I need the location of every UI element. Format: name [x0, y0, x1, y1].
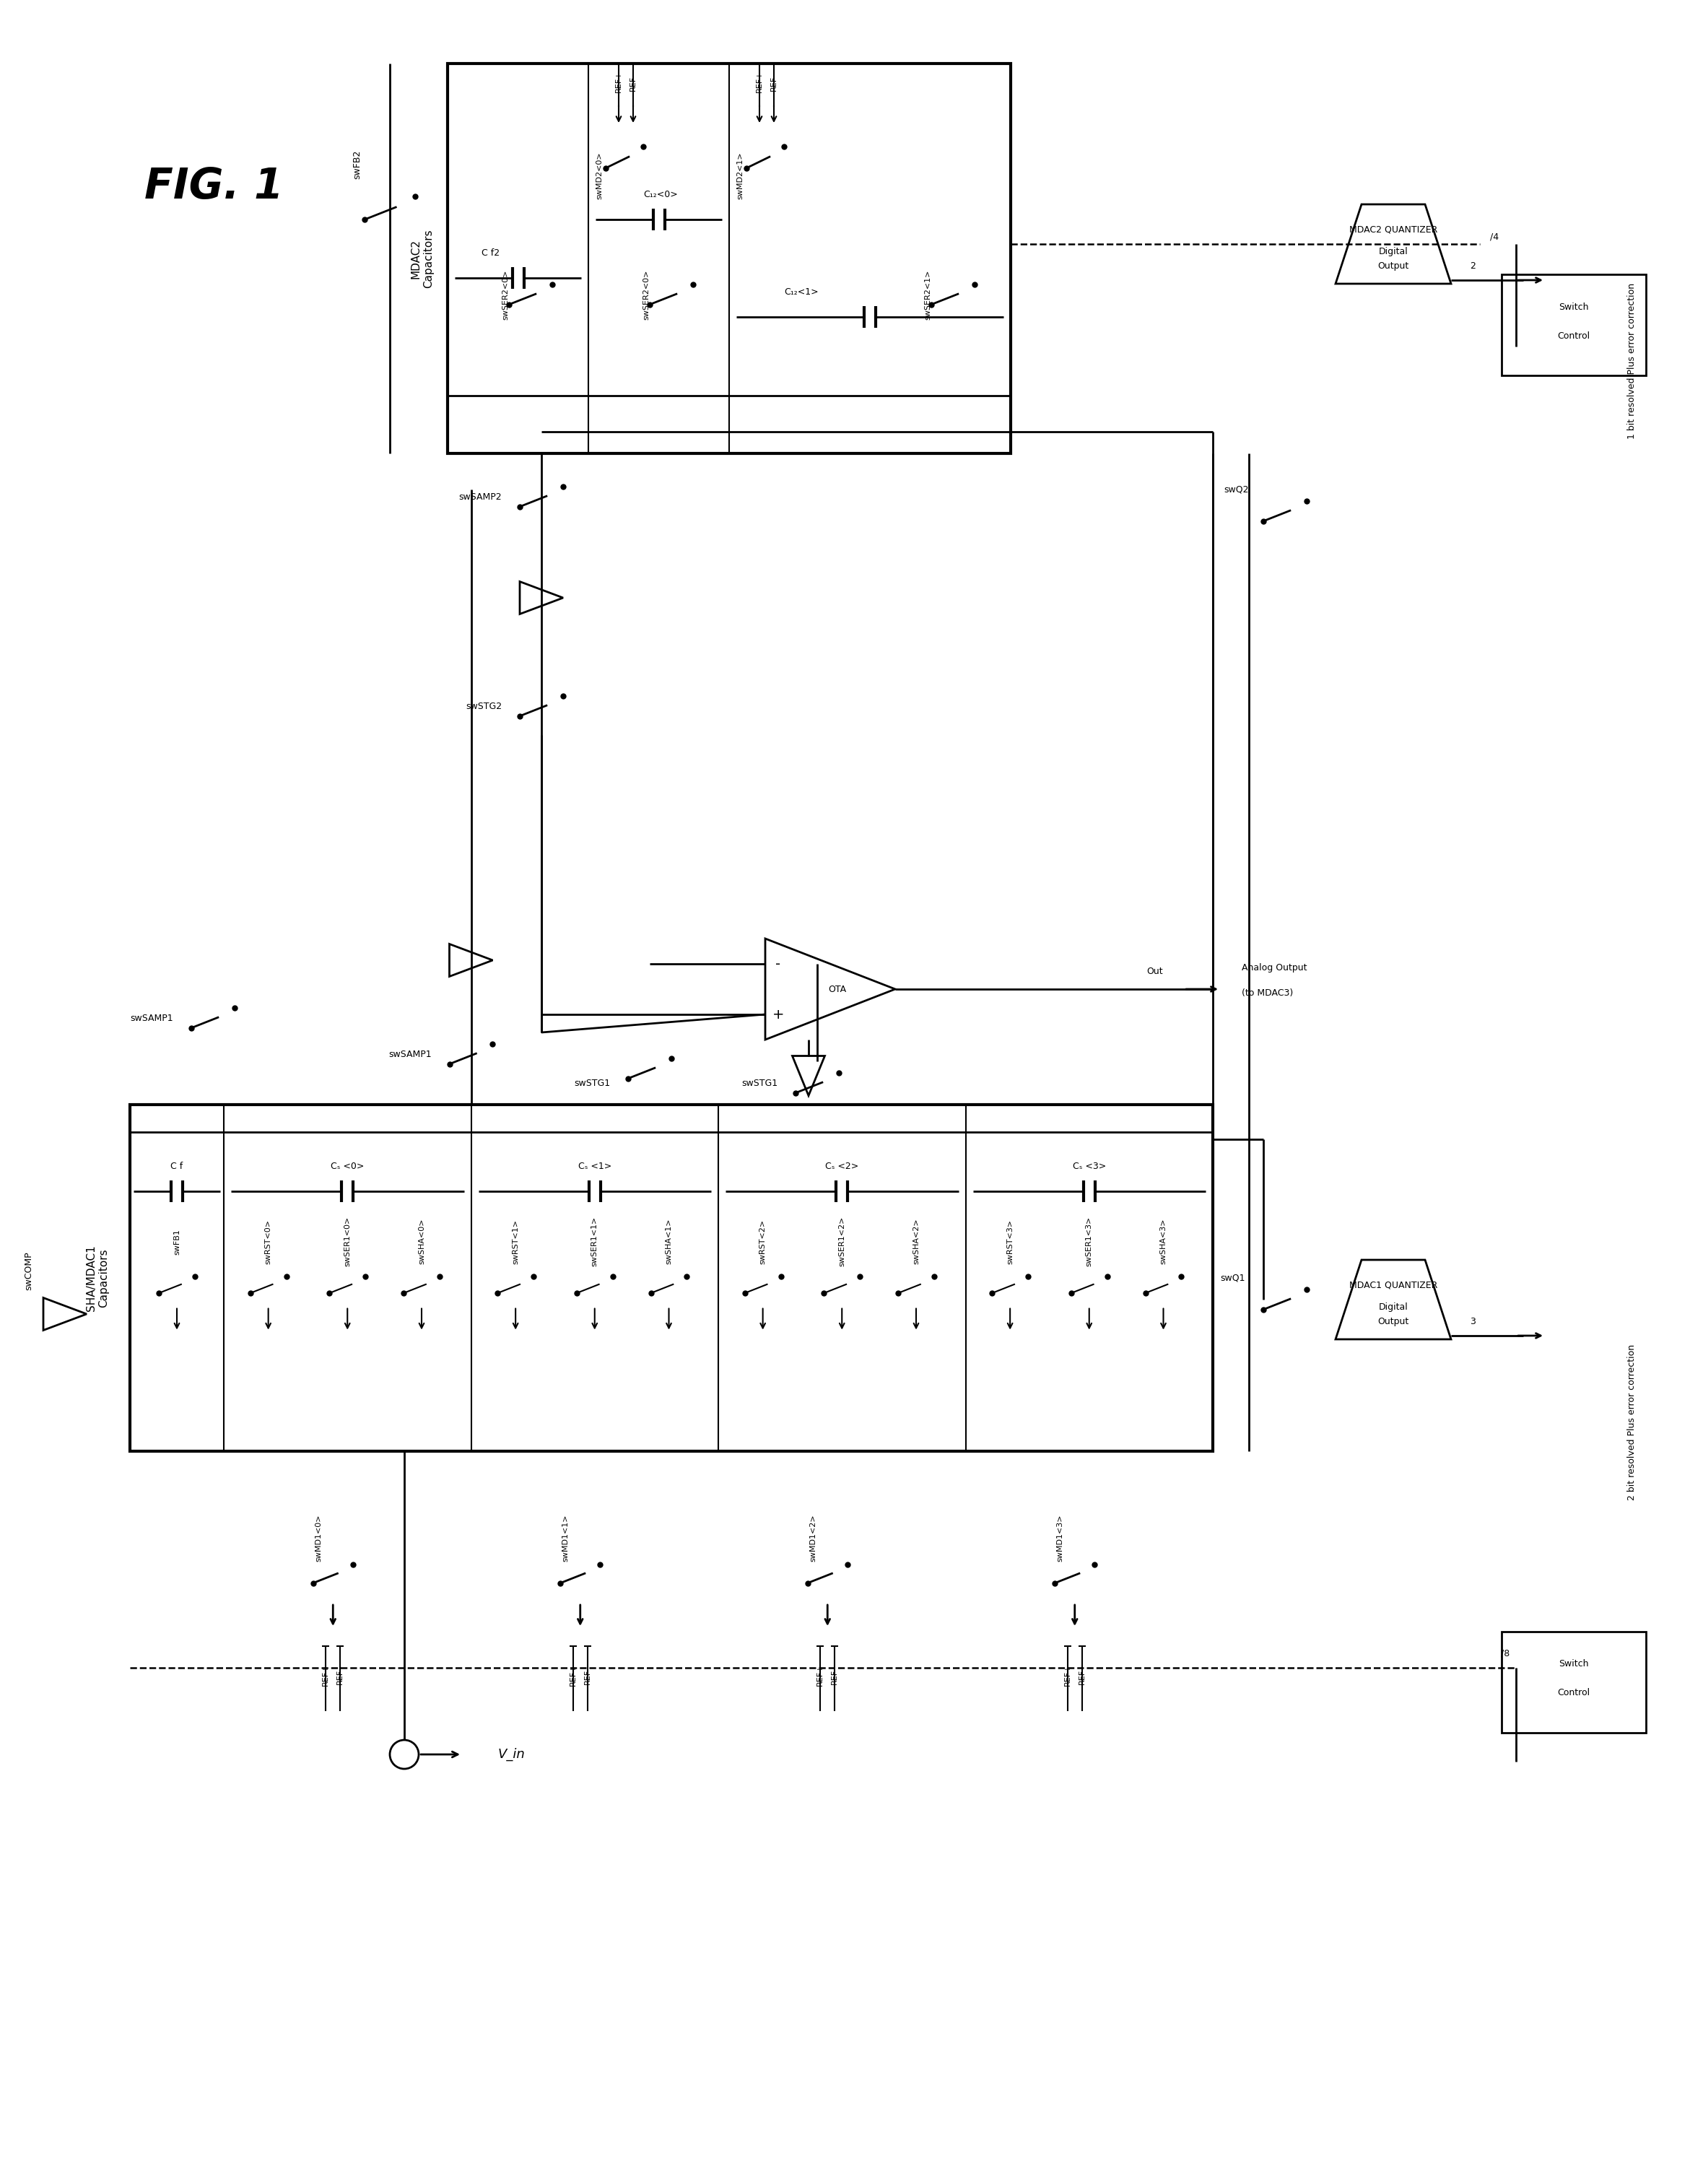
Text: C f: C f — [171, 1162, 183, 1171]
Text: REF+: REF+ — [323, 1664, 330, 1686]
Text: swMD1<3>: swMD1<3> — [1056, 1514, 1065, 1562]
Text: MDAC2 QUANTIZER: MDAC2 QUANTIZER — [1349, 225, 1438, 234]
Text: SHA/MDAC1
Capacitors: SHA/MDAC1 Capacitors — [86, 1245, 110, 1310]
Text: 2 bit resolved Plus error correction: 2 bit resolved Plus error correction — [1627, 1345, 1636, 1500]
Text: Output: Output — [1377, 262, 1409, 271]
Text: REF+: REF+ — [755, 70, 764, 92]
Text: OTA: OTA — [828, 985, 847, 994]
Text: MDAC2
Capacitors: MDAC2 Capacitors — [411, 229, 434, 288]
Text: Control: Control — [1558, 332, 1590, 341]
Text: (to MDAC3): (to MDAC3) — [1242, 987, 1293, 998]
Text: Output: Output — [1377, 1317, 1409, 1326]
Text: Digital: Digital — [1379, 1302, 1408, 1310]
Text: /4: /4 — [1491, 232, 1499, 242]
Bar — [130, 1105, 1213, 1450]
Text: swSER2<0>: swSER2<0> — [642, 269, 649, 319]
Text: swSTG2: swSTG2 — [465, 701, 502, 710]
Text: Analog Output: Analog Output — [1242, 963, 1306, 972]
Text: C f2: C f2 — [482, 249, 500, 258]
Text: REF+: REF+ — [570, 1664, 576, 1686]
Text: Cₛ <2>: Cₛ <2> — [825, 1162, 859, 1171]
Text: Digital: Digital — [1379, 247, 1408, 256]
Text: REF-: REF- — [336, 1666, 343, 1684]
Bar — [1502, 1631, 1646, 1732]
Text: Switch: Switch — [1558, 1660, 1589, 1669]
Text: V_in: V_in — [499, 1747, 526, 1760]
Text: swSAMP1: swSAMP1 — [130, 1013, 174, 1022]
Text: MDAC1 QUANTIZER: MDAC1 QUANTIZER — [1349, 1280, 1438, 1291]
Text: swSHA<3>: swSHA<3> — [1159, 1219, 1168, 1265]
Text: swMD1<1>: swMD1<1> — [563, 1514, 570, 1562]
Text: swMD1<2>: swMD1<2> — [810, 1514, 816, 1562]
Text: Out: Out — [1148, 965, 1163, 976]
Text: swRST<2>: swRST<2> — [759, 1219, 767, 1265]
Text: swSTG1: swSTG1 — [742, 1079, 777, 1088]
Bar — [448, 63, 1011, 454]
Text: swSER1<3>: swSER1<3> — [1085, 1216, 1093, 1267]
Text: swFB2: swFB2 — [353, 151, 362, 179]
Text: swMD2<1>: swMD2<1> — [737, 151, 744, 199]
Text: swSHA<0>: swSHA<0> — [417, 1219, 426, 1265]
Text: swMD2<0>: swMD2<0> — [595, 151, 603, 199]
Bar — [1502, 275, 1646, 376]
Text: swRST<1>: swRST<1> — [512, 1219, 519, 1265]
Text: swQ1: swQ1 — [1220, 1273, 1246, 1282]
Text: REF-: REF- — [771, 72, 777, 92]
Text: swSER2<0>: swSER2<0> — [502, 269, 509, 319]
Text: swRST<3>: swRST<3> — [1007, 1219, 1014, 1265]
Text: swSAMP2: swSAMP2 — [458, 491, 502, 502]
Text: swSER1<1>: swSER1<1> — [591, 1216, 598, 1267]
Text: swSER2<1>: swSER2<1> — [924, 269, 931, 319]
Text: FIG. 1: FIG. 1 — [144, 166, 284, 207]
Text: REF-: REF- — [583, 1666, 592, 1684]
Text: swQ2: swQ2 — [1224, 485, 1249, 494]
Text: 2: 2 — [1470, 262, 1475, 271]
Text: swRST<0>: swRST<0> — [265, 1219, 272, 1265]
Text: Cₛ <3>: Cₛ <3> — [1073, 1162, 1105, 1171]
Text: C₁₂<1>: C₁₂<1> — [784, 286, 818, 297]
Text: REF-: REF- — [831, 1666, 838, 1684]
Text: Cₛ <1>: Cₛ <1> — [578, 1162, 612, 1171]
Text: Switch: Switch — [1558, 301, 1589, 312]
Text: swCOMP: swCOMP — [24, 1251, 34, 1291]
Text: Control: Control — [1558, 1688, 1590, 1697]
Text: +: + — [772, 1007, 784, 1022]
Text: swSER1<0>: swSER1<0> — [343, 1216, 352, 1267]
Text: -: - — [776, 957, 781, 970]
Text: 3: 3 — [1470, 1317, 1475, 1326]
Text: swSHA<1>: swSHA<1> — [666, 1219, 673, 1265]
Text: 1 bit resolved Plus error correction: 1 bit resolved Plus error correction — [1627, 284, 1636, 439]
Text: REF-: REF- — [629, 72, 637, 92]
Text: swSAMP1: swSAMP1 — [389, 1048, 431, 1059]
Text: REF-: REF- — [1078, 1666, 1085, 1684]
Text: swSER1<2>: swSER1<2> — [838, 1216, 845, 1267]
Text: swFB1: swFB1 — [174, 1230, 181, 1254]
Text: /8: /8 — [1501, 1649, 1509, 1658]
Text: swSTG1: swSTG1 — [575, 1079, 610, 1088]
Text: C₁₂<0>: C₁₂<0> — [644, 190, 678, 199]
Text: REF+: REF+ — [816, 1664, 825, 1686]
Text: swMD1<0>: swMD1<0> — [314, 1514, 323, 1562]
Text: swSHA<2>: swSHA<2> — [913, 1219, 919, 1265]
Text: Cₛ <0>: Cₛ <0> — [331, 1162, 363, 1171]
Text: REF+: REF+ — [615, 70, 622, 92]
Text: REF+: REF+ — [1065, 1664, 1071, 1686]
